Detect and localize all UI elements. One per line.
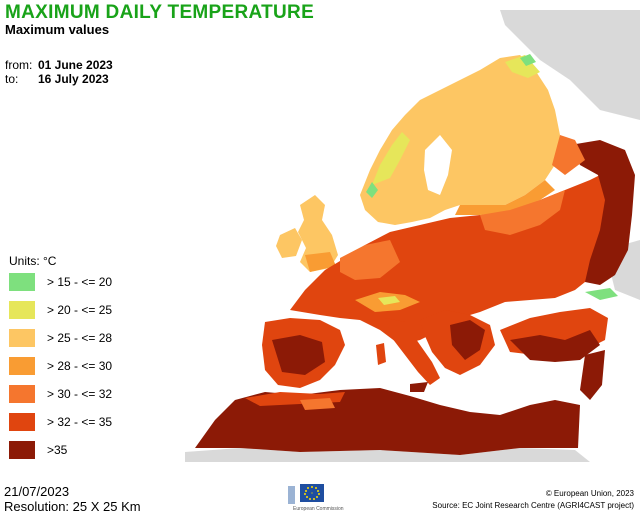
region-benelux-germany [340,240,400,280]
region-atlas-warm [300,398,335,410]
from-date: 01 June 2023 [38,58,113,72]
legend-item: > 30 - <= 32 [9,385,112,403]
legend-item: > 15 - <= 20 [9,273,112,291]
region-levant [580,350,605,400]
region-east-warm [480,190,565,235]
region-cool-coast-2 [520,54,536,66]
footer-date: 21/07/2023 [4,484,70,499]
region-balkans-hot [450,320,485,360]
outside-land-north-east [500,10,640,120]
region-italy [385,318,440,385]
to-date: 16 July 2023 [38,72,109,86]
legend-swatch [9,301,35,319]
region-iberia-hot [272,335,325,375]
legend-label: > 15 - <= 20 [47,275,113,289]
region-alps-cool [378,296,400,305]
european-commission-logo [286,482,330,510]
legend-label: > 32 - <= 35 [47,415,113,429]
logo-caption: European Commission [293,506,344,512]
legend-item: > 28 - <= 30 [9,357,112,375]
region-cool-coast [366,182,378,198]
region-east-orange-2 [552,135,585,175]
region-sardinia [376,343,386,365]
region-baltic-sea [424,135,452,195]
legend-swatch [9,357,35,375]
map-subtitle: Maximum values [5,22,110,37]
legend-item: > 32 - <= 35 [9,413,112,431]
legend-item: > 20 - <= 25 [9,301,112,319]
legend-label: > 20 - <= 25 [47,303,113,317]
legend-item: >35 [9,441,67,459]
region-scandinavia [360,55,560,225]
region-ireland [276,228,302,258]
period-from: from: 01 June 2023 [5,58,113,72]
legend-swatch [9,273,35,291]
legend-label: > 30 - <= 32 [47,387,113,401]
region-east-orange [455,180,555,215]
legend-units: Units: °C [9,254,57,268]
legend-label: >35 [47,443,68,457]
footer-resolution: Resolution: 25 X 25 Km [4,499,141,514]
period-to: to: 16 July 2023 [5,72,109,86]
from-label: from: [5,58,33,72]
source: Source: EC Joint Research Centre (AGRI4C… [432,501,634,510]
legend-swatch [9,413,35,431]
legend-swatch [9,385,35,403]
region-north-africa [195,388,580,455]
legend-swatch [9,441,35,459]
region-northern-highlands-2 [505,55,540,78]
region-sicily [410,382,428,392]
region-turkey-hot [510,330,600,362]
region-caucasus-cool [585,288,618,300]
copyright: © European Union, 2023 [545,489,634,498]
legend-label: > 28 - <= 30 [47,359,113,373]
region-russia-hot [570,140,635,285]
legend-swatch [9,329,35,347]
outside-land-south [185,448,590,462]
region-northern-highlands [372,132,410,185]
legend-label: > 25 - <= 28 [47,331,113,345]
region-britain-south [305,252,336,272]
to-label: to: [5,72,19,86]
map-title: MAXIMUM DAILY TEMPERATURE [5,2,315,23]
legend-item: > 25 - <= 28 [9,329,112,347]
